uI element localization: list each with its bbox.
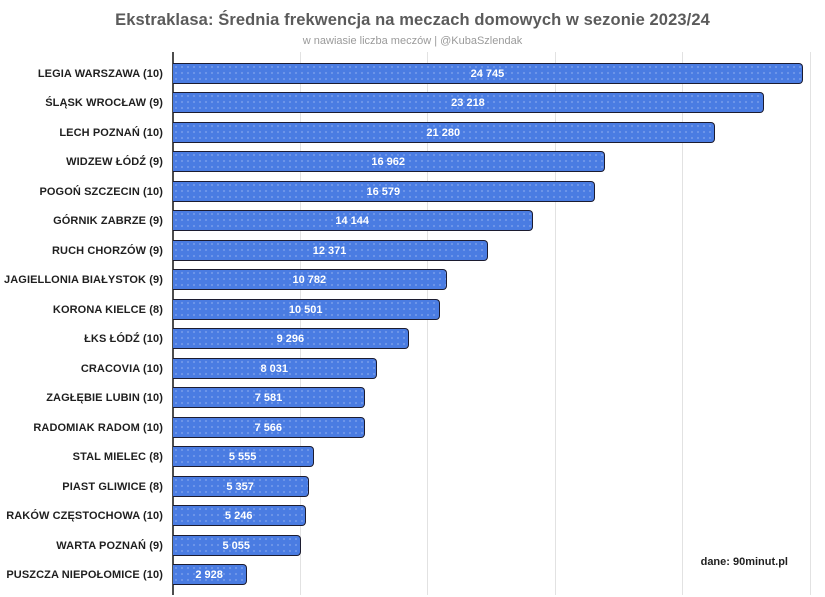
team-label: WARTA POZNAŃ (9) [56,539,163,552]
team-label: CRACOVIA (10) [80,362,163,375]
team-label: RUCH CHORZÓW (9) [52,244,163,257]
team-label: RADOMIAK RADOM (10) [33,421,163,434]
bar: 10 782 [172,269,448,290]
bar-value-label: 9 296 [276,333,305,345]
bar-row: ZAGŁĘBIE LUBIN (10) 7 581 [0,387,825,409]
bar-row: ŁKS ŁÓDŹ (10) 9 296 [0,328,825,350]
bar: 5 246 [172,505,306,526]
bar: 21 280 [172,121,716,143]
bar: 12 371 [172,239,488,261]
bar: 5 055 [172,534,301,556]
bar-value-label: 5 357 [226,480,254,493]
bar-row: RAKÓW CZĘSTOCHOWA (10) 5 246 [0,505,825,527]
team-label: STAL MIELEC (8) [72,451,163,463]
bar-row: LEGIA WARSZAWA (10) 24 745 [0,62,825,85]
bar-value-label: 5 246 [224,510,253,522]
gridline [554,52,556,595]
bar-value-label: 5 055 [222,539,250,552]
bar: 14 144 [172,210,533,231]
bar-row: STAL MIELEC (8) 5 555 [0,446,825,468]
team-label: WIDZEW ŁÓDŹ (9) [66,156,163,168]
gridline [682,52,684,595]
bar-value-label: 10 782 [292,274,327,286]
bar-value-label: 8 031 [260,362,288,375]
bar-value-label: 16 579 [366,185,401,198]
team-label: POGOŃ SZCZECIN (10) [39,185,163,198]
gridline [809,52,811,595]
team-label: PUSZCZA NIEPOŁOMICE (10) [6,569,163,581]
team-label: LEGIA WARSZAWA (10) [37,67,163,80]
bar-row: ŚLĄSK WROCŁAW (9) 23 218 [0,92,825,114]
source-note: dane: 90minut.pl [700,556,788,568]
team-label: GÓRNIK ZABRZE (9) [53,215,163,227]
bar-row: WARTA POZNAŃ (9) 5 055 [0,534,825,557]
bar: 23 218 [172,92,765,113]
bar-value-label: 21 280 [426,126,461,139]
bar-value-label: 14 144 [335,215,370,227]
chart-title: Ekstraklasa: Średnia frekwencja na mecza… [115,11,710,29]
bar-value-label: 7 581 [254,392,283,404]
bar: 16 579 [172,180,596,202]
bar-row: PUSZCZA NIEPOŁOMICE (10) 2 928 [0,564,825,586]
bar-value-label: 23 218 [451,97,485,109]
bar-row: POGOŃ SZCZECIN (10) 16 579 [0,180,825,203]
team-label: ŚLĄSK WROCŁAW (9) [45,97,163,109]
chart-subtitle: w nawiasie liczba meczów | @KubaSzlendak [302,35,523,47]
bar-value-label: 24 745 [470,67,505,80]
bar-row: WIDZEW ŁÓDŹ (9) 16 962 [0,151,825,173]
bar: 7 566 [172,416,366,438]
bar-row: RUCH CHORZÓW (9) 12 371 [0,239,825,262]
bar: 9 296 [172,328,410,349]
bar: 16 962 [172,151,605,172]
y-axis-line [171,52,174,595]
bar: 5 357 [172,475,309,497]
bar-row: RADOMIAK RADOM (10) 7 566 [0,416,825,439]
bar: 24 745 [172,62,804,84]
plot-area [0,52,825,595]
bar-row: LECH POZNAŃ (10) 21 280 [0,121,825,144]
bar-value-label: 12 371 [312,244,347,257]
gridline [427,52,429,595]
bar: 7 581 [172,387,366,408]
bar-value-label: 2 928 [195,569,223,581]
team-label: ŁKS ŁÓDŹ (10) [84,333,163,345]
bar-value-label: 5 555 [228,451,257,463]
bar-value-label: 10 501 [288,303,323,316]
team-label: LECH POZNAŃ (10) [59,126,163,139]
bar: 2 928 [172,564,247,585]
team-label: KORONA KIELCE (8) [52,303,163,316]
bar-row: KORONA KIELCE (8) 10 501 [0,298,825,321]
bar-row: CRACOVIA (10) 8 031 [0,357,825,380]
bar-value-label: 16 962 [371,156,405,168]
bar: 10 501 [172,298,440,320]
bar-row: GÓRNIK ZABRZE (9) 14 144 [0,210,825,232]
bar-row: JAGIELLONIA BIAŁYSTOK (9) 10 782 [0,269,825,291]
team-label: RAKÓW CZĘSTOCHOWA (10) [6,510,163,522]
bar-row: PIAST GLIWICE (8) 5 357 [0,475,825,498]
bar: 8 031 [172,357,377,379]
gridline [299,52,301,595]
team-label: PIAST GLIWICE (8) [62,480,163,493]
team-label: JAGIELLONIA BIAŁYSTOK (9) [4,274,163,286]
bar: 5 555 [172,446,314,467]
team-label: ZAGŁĘBIE LUBIN (10) [46,392,163,404]
bar-value-label: 7 566 [254,421,283,434]
